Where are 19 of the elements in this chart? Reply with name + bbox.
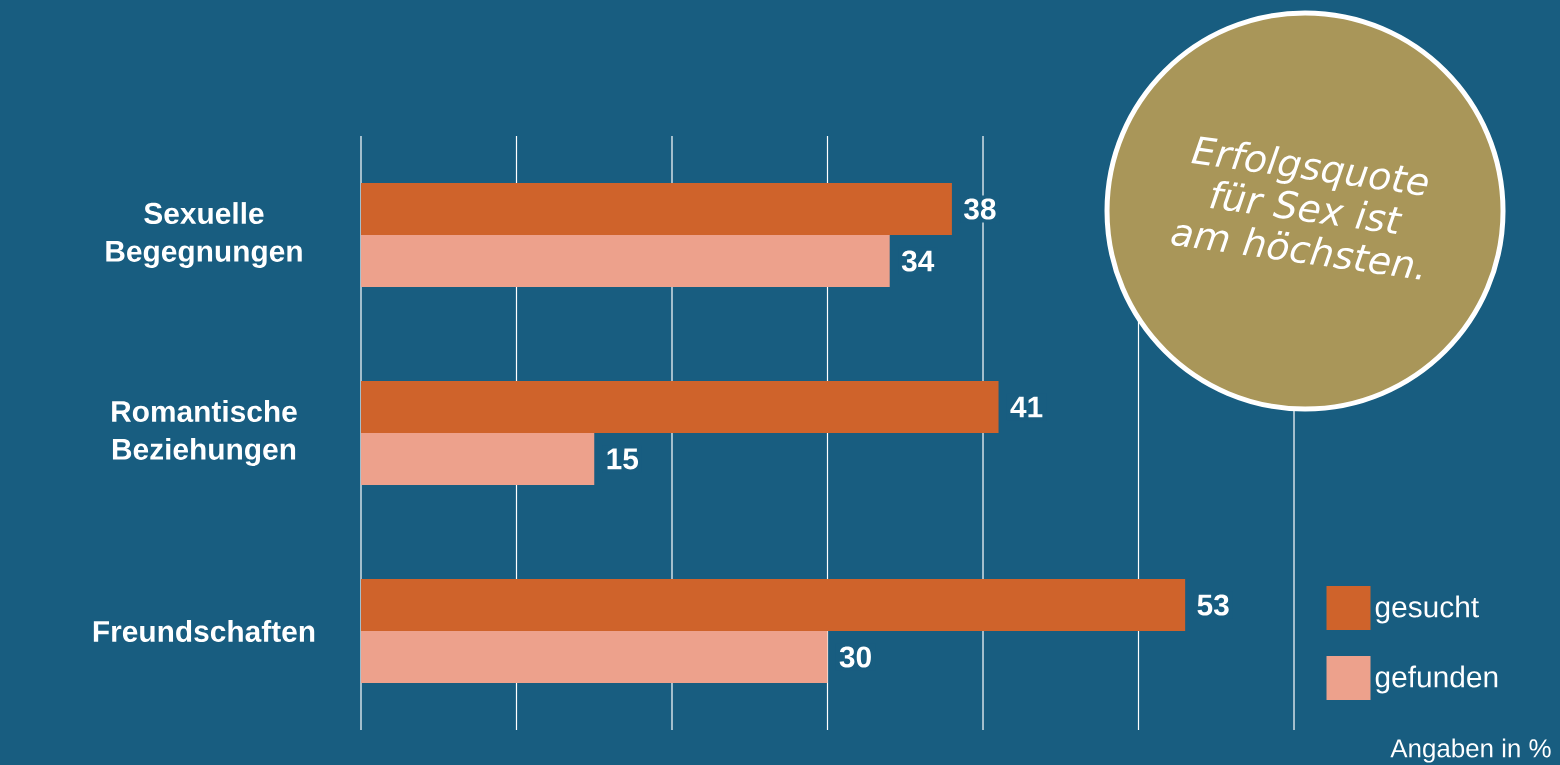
- bar: [361, 579, 1186, 632]
- legend-label: gesucht: [1375, 595, 1479, 624]
- annotation: Erfolgsquote für Sex ist am höchsten.: [1171, 136, 1428, 280]
- y-tick-label: Romantische Beziehungen: [112, 400, 297, 466]
- text: Angaben in %: [1390, 738, 1551, 763]
- data-label: 30: [839, 646, 871, 668]
- y-tick-label: Freundschaften: [93, 620, 315, 642]
- data-label: 38: [963, 198, 996, 220]
- y-tick-label: Sexuelle Begegnungen: [106, 202, 302, 268]
- data-label: 34: [901, 250, 935, 272]
- bar: [361, 631, 828, 684]
- bar: [361, 183, 952, 236]
- data-label: 53: [1197, 594, 1229, 616]
- bar: [361, 235, 890, 288]
- bar: [361, 381, 999, 434]
- bar: [361, 433, 595, 486]
- data-label: 41: [1010, 396, 1043, 418]
- legend-label: gefunden: [1375, 665, 1498, 694]
- data-label: 15: [607, 448, 639, 470]
